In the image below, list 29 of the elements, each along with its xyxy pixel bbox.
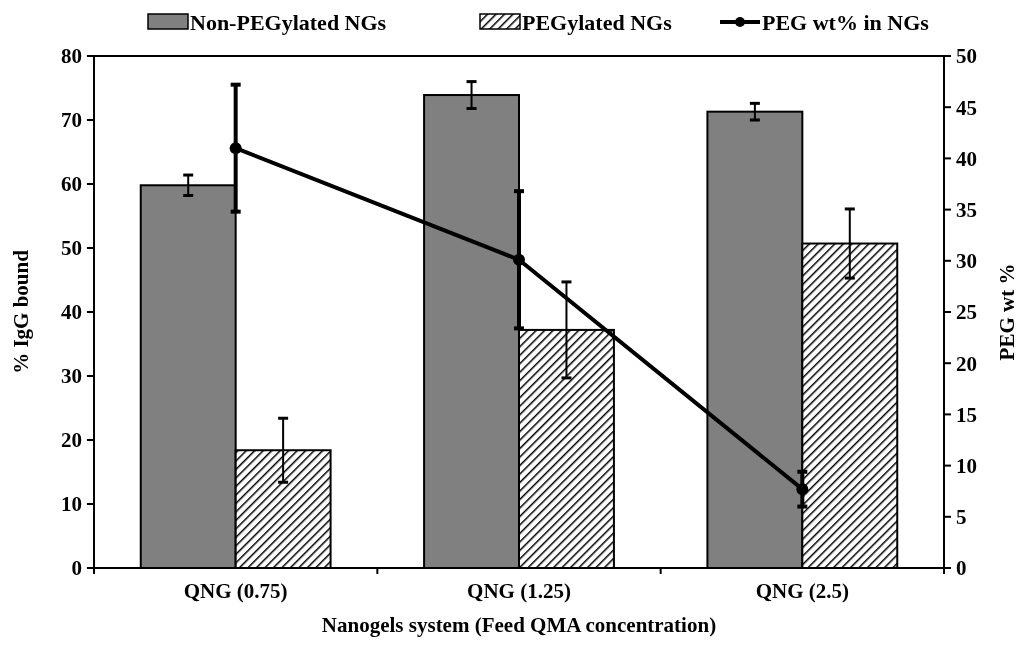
x-axis-title: Nanogels system (Feed QMA concentration)	[321, 613, 717, 637]
y2-axis-title: PEG wt %	[995, 263, 1019, 361]
x-tick-label: QNG (2.5)	[755, 579, 849, 603]
y-axis-title: % IgG bound	[9, 249, 33, 374]
y-tick-label: 10	[61, 492, 82, 517]
y-tick-label: 50	[61, 236, 82, 261]
y-tick-label: 30	[61, 364, 82, 389]
y-tick-label: 0	[71, 556, 82, 581]
y2-tick-label: 10	[956, 453, 977, 478]
y2-tick-label: 15	[956, 402, 977, 427]
y-tick-label: 20	[61, 428, 82, 453]
legend-label: PEG wt% in NGs	[762, 9, 930, 35]
y2-tick-label: 5	[956, 505, 967, 530]
y2-tick-label: 40	[956, 146, 977, 171]
y2-tick-label: 45	[956, 95, 977, 120]
y-tick-label: 40	[61, 300, 82, 325]
x-tick-label: QNG (1.25)	[467, 579, 571, 603]
y-tick-label: 70	[61, 108, 82, 133]
y2-tick-label: 30	[956, 249, 977, 274]
y2-tick-label: 50	[956, 44, 977, 69]
legend-label: PEGylated NGs	[522, 9, 673, 35]
y2-tick-label: 20	[956, 351, 977, 376]
legend-label: Non-PEGylated NGs	[190, 9, 387, 35]
y-tick-label: 80	[61, 44, 82, 69]
x-tick-label: QNG (0.75)	[183, 579, 288, 603]
y2-tick-label: 35	[956, 197, 977, 222]
y2-tick-label: 25	[956, 300, 977, 325]
y-tick-label: 60	[61, 172, 82, 197]
y2-tick-label: 0	[956, 556, 967, 581]
